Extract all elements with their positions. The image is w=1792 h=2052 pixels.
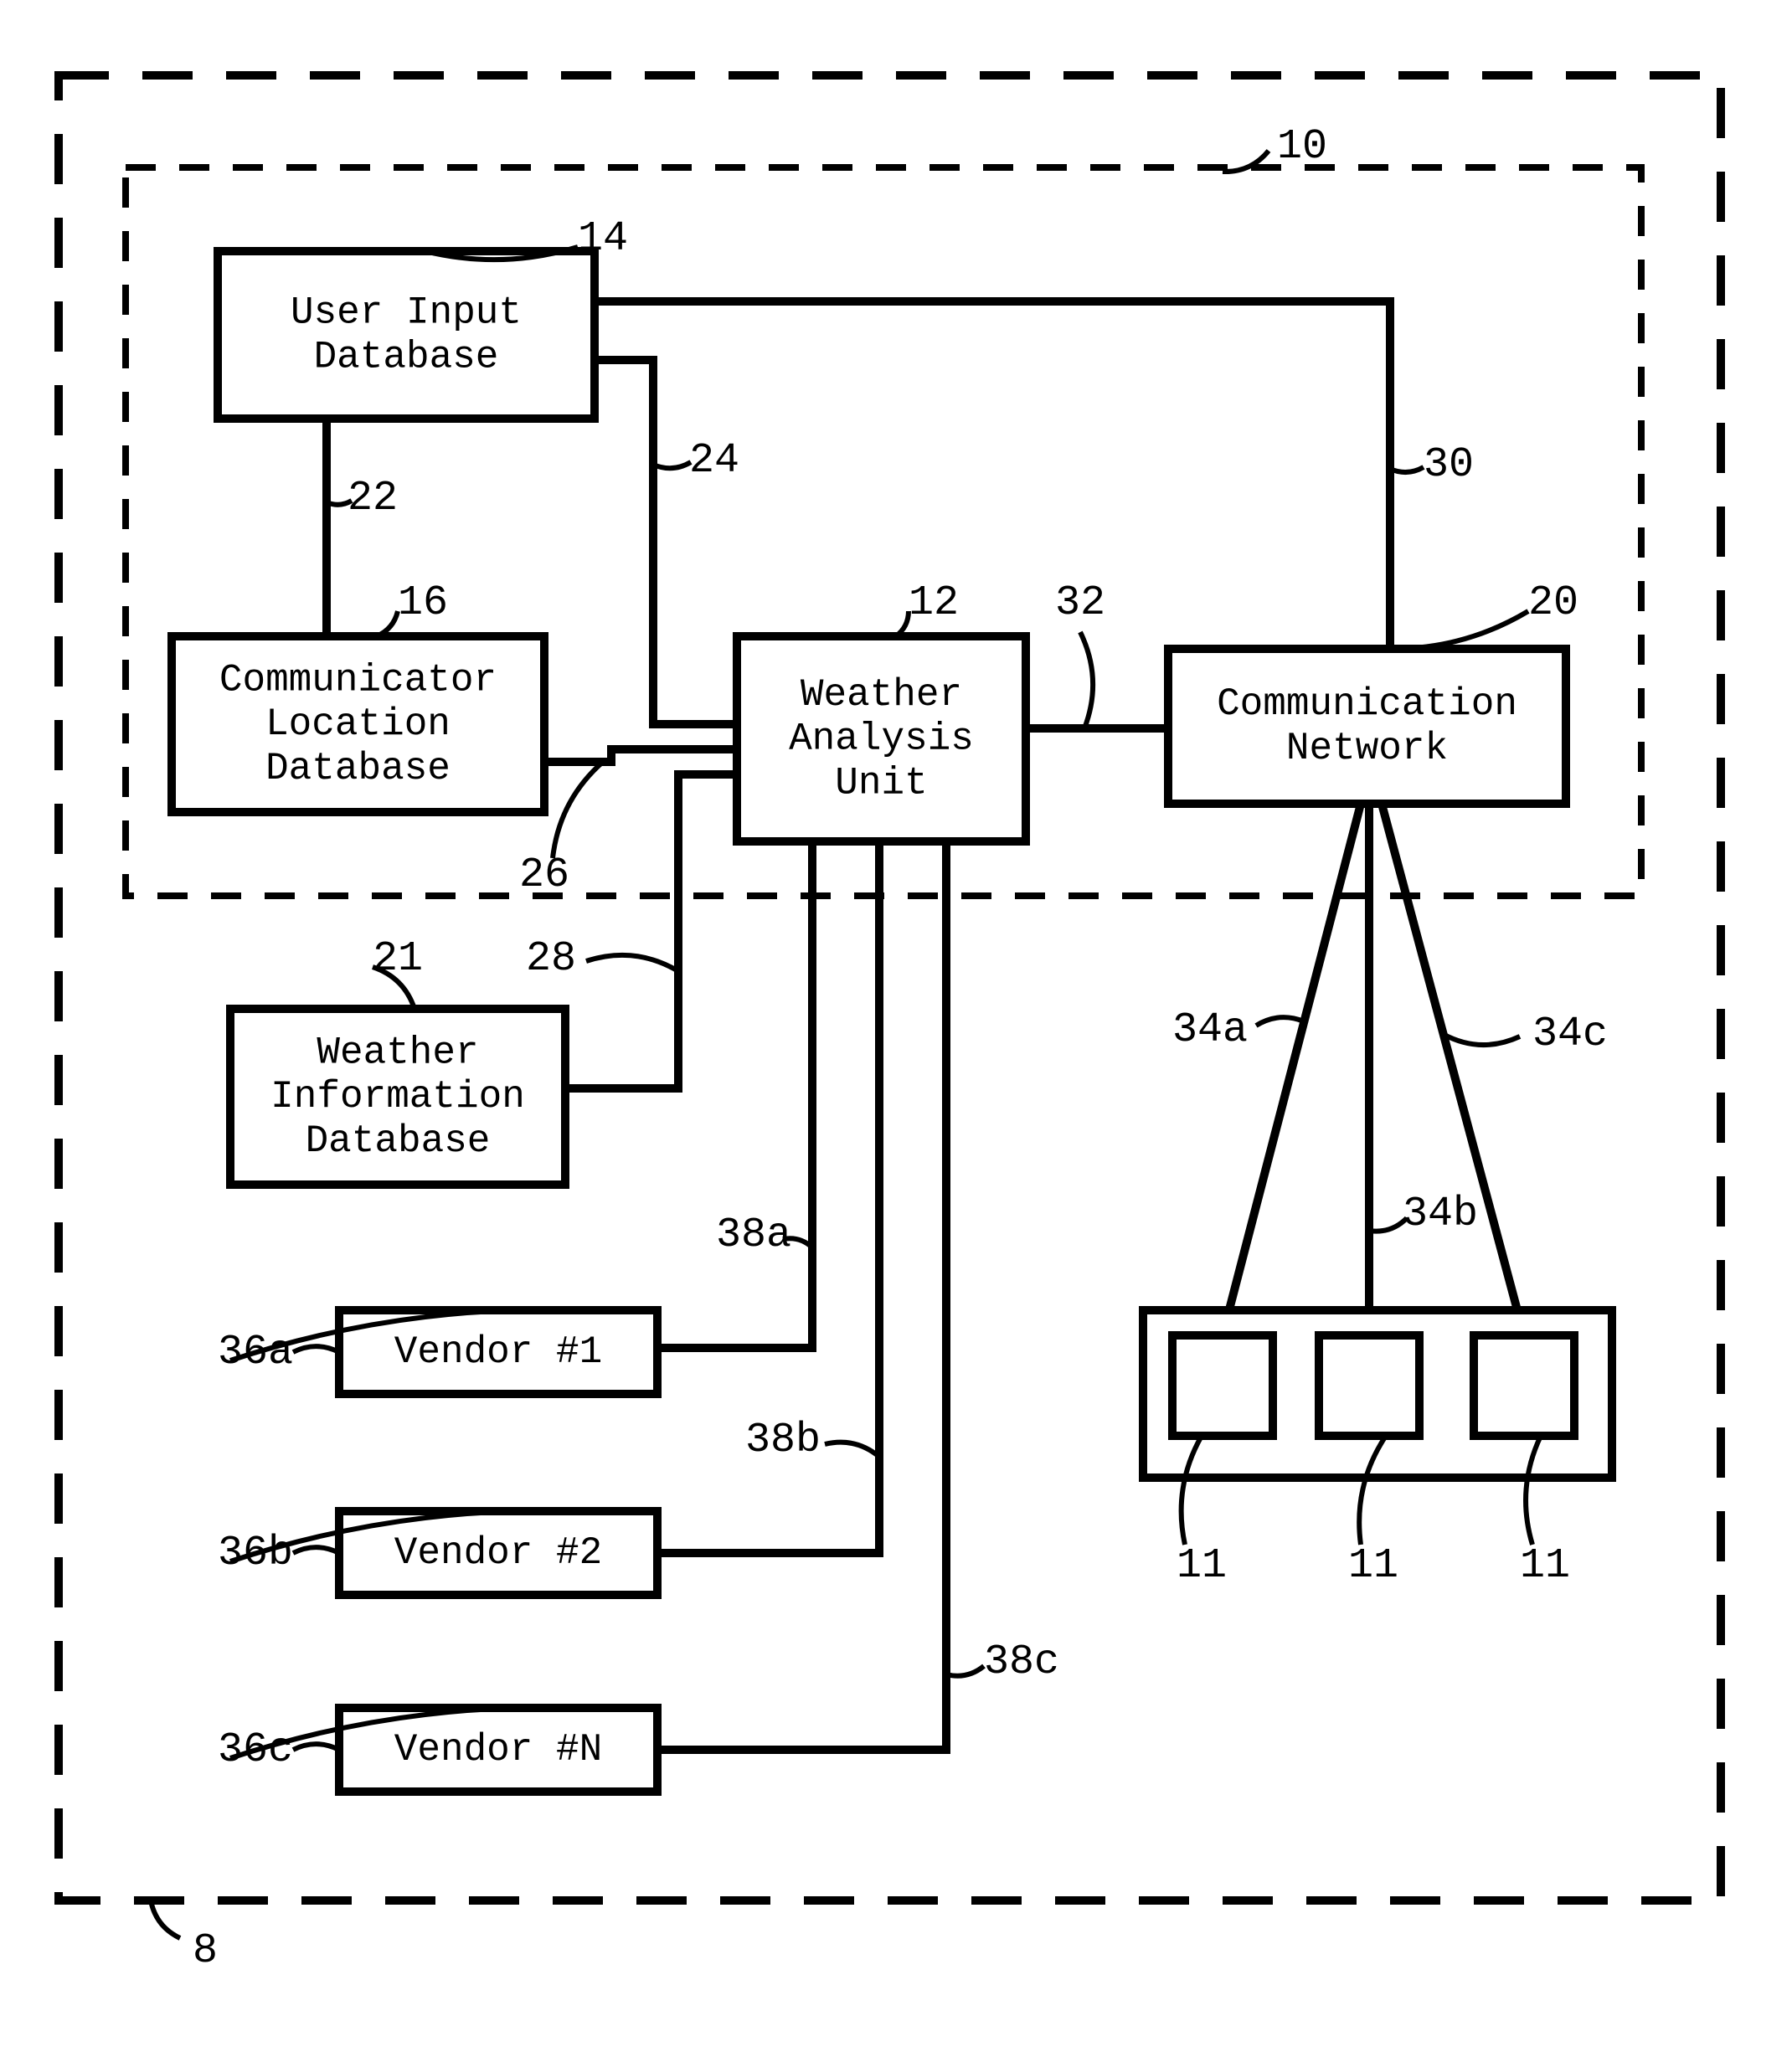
ref-leader [946, 1666, 984, 1676]
svg-text:38c: 38c [984, 1638, 1059, 1686]
svg-text:26: 26 [519, 851, 569, 899]
weather_info_db-label: Weather [317, 1031, 478, 1074]
weather_info_db-label: Database [306, 1119, 491, 1163]
weather_analysis-label: Analysis [789, 717, 974, 761]
conn-34a [1223, 804, 1361, 1335]
ref-leader [151, 1900, 180, 1938]
vendor2-label: Vendor #2 [394, 1531, 602, 1575]
svg-text:16: 16 [398, 579, 448, 627]
svg-text:11: 11 [1520, 1542, 1570, 1590]
svg-text:32: 32 [1055, 579, 1105, 627]
ref-leader [1387, 611, 1528, 649]
ref-leader [1080, 632, 1093, 728]
ref-leader [1369, 1218, 1407, 1232]
comm_network-label: Network [1286, 727, 1448, 770]
conn-34c [1382, 804, 1524, 1335]
ref-leader [293, 1346, 339, 1352]
ref-leader [553, 762, 603, 858]
comm_loc_db-label: Location [265, 702, 451, 746]
svg-text:22: 22 [348, 475, 398, 522]
svg-text:14: 14 [578, 215, 628, 263]
vendor1-label: Vendor #1 [394, 1330, 602, 1374]
svg-text:34b: 34b [1403, 1191, 1478, 1238]
svg-text:8: 8 [193, 1927, 218, 1975]
svg-text:34a: 34a [1172, 1006, 1248, 1054]
user_input_db-label: Database [314, 336, 499, 379]
conn-24 [595, 360, 737, 724]
weather_info_db-label: Information [270, 1075, 525, 1119]
svg-text:10: 10 [1277, 123, 1327, 171]
svg-text:24: 24 [689, 437, 739, 485]
svg-text:12: 12 [909, 579, 959, 627]
svg-text:36c: 36c [218, 1726, 293, 1774]
svg-text:36a: 36a [218, 1329, 293, 1376]
terminal-unit [1474, 1335, 1574, 1436]
ref-leader [293, 1547, 339, 1553]
svg-text:38a: 38a [716, 1211, 791, 1259]
svg-text:30: 30 [1424, 441, 1474, 489]
comm_loc_db-label: Database [265, 747, 451, 790]
svg-text:36b: 36b [218, 1530, 293, 1577]
conn-28 [565, 774, 737, 1088]
comm_network-label: Communication [1217, 682, 1517, 726]
ref-leader [653, 462, 691, 468]
svg-text:28: 28 [526, 935, 576, 983]
ref-leader [1390, 467, 1424, 472]
ref-leader [293, 1744, 339, 1750]
ref-leader [586, 955, 678, 971]
svg-text:34c: 34c [1532, 1011, 1608, 1058]
svg-text:11: 11 [1348, 1542, 1398, 1590]
user_input_db-label: User Input [291, 291, 522, 335]
vendorN-label: Vendor #N [394, 1728, 602, 1772]
terminal-unit [1319, 1335, 1419, 1436]
conn-26 [544, 749, 737, 762]
svg-text:38b: 38b [745, 1417, 821, 1464]
terminal-unit [1172, 1335, 1273, 1436]
weather_analysis-label: Unit [835, 762, 927, 805]
svg-text:20: 20 [1528, 579, 1578, 627]
conn-38c [657, 841, 946, 1750]
ref-leader [1443, 1034, 1520, 1045]
svg-text:21: 21 [373, 935, 423, 983]
comm_loc_db-label: Communicator [219, 658, 497, 702]
ref-leader [825, 1443, 879, 1457]
ref-leader [1256, 1017, 1304, 1026]
weather_analysis-label: Weather [801, 673, 962, 717]
svg-text:11: 11 [1177, 1542, 1227, 1590]
